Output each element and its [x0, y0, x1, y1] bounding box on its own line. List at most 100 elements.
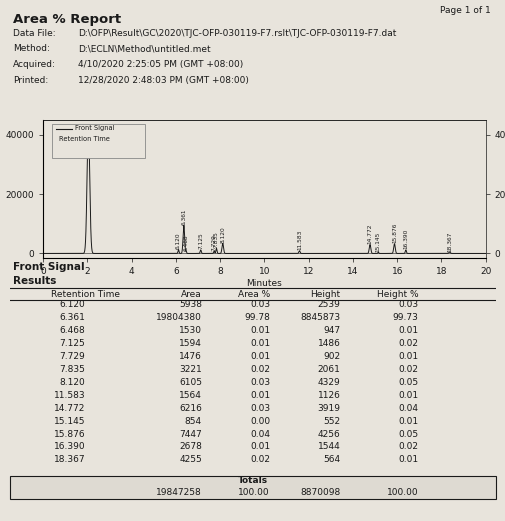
Text: 1126: 1126: [317, 391, 340, 400]
Text: Height: Height: [310, 290, 340, 299]
Text: 564: 564: [323, 455, 340, 464]
Text: 4329: 4329: [317, 378, 340, 387]
Text: 4255: 4255: [179, 455, 201, 464]
Text: 7.125: 7.125: [198, 233, 203, 250]
Text: 19804380: 19804380: [156, 313, 201, 322]
Text: D:\OFP\Result\GC\2020\TJC-OFP-030119-F7.rslt\TJC-OFP-030119-F7.dat: D:\OFP\Result\GC\2020\TJC-OFP-030119-F7.…: [78, 29, 396, 38]
Text: 0.05: 0.05: [397, 429, 417, 439]
Text: 7.835: 7.835: [214, 231, 219, 248]
Text: 3919: 3919: [317, 404, 340, 413]
Text: 6105: 6105: [179, 378, 201, 387]
Text: 15.876: 15.876: [54, 429, 85, 439]
Text: Page 1 of 1: Page 1 of 1: [439, 6, 490, 15]
Text: 0.01: 0.01: [397, 391, 417, 400]
Text: 947: 947: [323, 326, 340, 335]
Text: 0.03: 0.03: [249, 300, 270, 309]
Text: 0.01: 0.01: [397, 417, 417, 426]
Text: Front Signal: Front Signal: [13, 262, 84, 272]
Text: Area % Report: Area % Report: [13, 13, 121, 26]
Text: 15.145: 15.145: [375, 231, 380, 252]
Text: 1564: 1564: [179, 391, 201, 400]
Text: 0.01: 0.01: [397, 326, 417, 335]
Text: 16.390: 16.390: [54, 442, 85, 452]
Text: 2678: 2678: [179, 442, 201, 452]
Text: Method:: Method:: [13, 44, 49, 53]
Text: 6.468: 6.468: [60, 326, 85, 335]
Text: 15.145: 15.145: [54, 417, 85, 426]
Text: 902: 902: [323, 352, 340, 361]
Text: 99.78: 99.78: [243, 313, 270, 322]
Text: 0.03: 0.03: [249, 404, 270, 413]
Text: 2539: 2539: [317, 300, 340, 309]
Text: 0.02: 0.02: [249, 365, 270, 374]
FancyBboxPatch shape: [52, 124, 144, 158]
Text: 99.73: 99.73: [391, 313, 417, 322]
Text: D:\ECLN\Method\untitled.met: D:\ECLN\Method\untitled.met: [78, 44, 211, 53]
Text: 0.04: 0.04: [249, 429, 270, 439]
Text: 0.01: 0.01: [397, 455, 417, 464]
Text: 7.835: 7.835: [60, 365, 85, 374]
Text: Acquired:: Acquired:: [13, 60, 56, 69]
Text: 2061: 2061: [317, 365, 340, 374]
Text: 0.01: 0.01: [249, 339, 270, 348]
Text: 8.120: 8.120: [60, 378, 85, 387]
Text: 6.361: 6.361: [60, 313, 85, 322]
Text: 15.876: 15.876: [391, 223, 396, 243]
Text: Data File:: Data File:: [13, 29, 55, 38]
Text: 552: 552: [323, 417, 340, 426]
Text: 0.01: 0.01: [397, 352, 417, 361]
Text: 4256: 4256: [317, 429, 340, 439]
Text: 6.468: 6.468: [183, 234, 188, 251]
Text: Totals: Totals: [237, 476, 268, 485]
Text: 6.361: 6.361: [181, 208, 186, 225]
Text: 0.02: 0.02: [397, 339, 417, 348]
Text: Retention Time: Retention Time: [59, 136, 109, 142]
Text: 0.01: 0.01: [249, 326, 270, 335]
Text: 1530: 1530: [179, 326, 201, 335]
Text: Results: Results: [13, 276, 56, 286]
Text: 0.03: 0.03: [249, 378, 270, 387]
X-axis label: Minutes: Minutes: [246, 279, 282, 288]
Text: Printed:: Printed:: [13, 76, 48, 84]
Text: 0.02: 0.02: [249, 455, 270, 464]
Text: 7.125: 7.125: [60, 339, 85, 348]
Text: 0.01: 0.01: [249, 442, 270, 452]
Text: 8870098: 8870098: [299, 488, 340, 498]
Text: 0.02: 0.02: [397, 365, 417, 374]
Y-axis label: Volts: Volts: [0, 178, 3, 200]
Text: 0.05: 0.05: [397, 378, 417, 387]
Text: 7.729: 7.729: [60, 352, 85, 361]
Text: Height %: Height %: [376, 290, 417, 299]
Text: 1476: 1476: [179, 352, 201, 361]
Text: 6216: 6216: [179, 404, 201, 413]
Text: 0.01: 0.01: [249, 391, 270, 400]
Text: 14.772: 14.772: [367, 224, 372, 244]
Text: 100.00: 100.00: [386, 488, 417, 498]
Text: 0.01: 0.01: [249, 352, 270, 361]
Text: 3221: 3221: [179, 365, 201, 374]
Text: 18.367: 18.367: [446, 231, 451, 252]
Text: 0.04: 0.04: [397, 404, 417, 413]
Text: 1486: 1486: [317, 339, 340, 348]
Text: 8845873: 8845873: [300, 313, 340, 322]
Text: 854: 854: [184, 417, 201, 426]
Text: Area %: Area %: [237, 290, 270, 299]
Text: 100.00: 100.00: [238, 488, 270, 498]
Text: 7.729: 7.729: [211, 234, 216, 251]
Text: Area: Area: [181, 290, 201, 299]
Text: Retention Time: Retention Time: [51, 290, 120, 299]
Text: 1544: 1544: [317, 442, 340, 452]
Text: 0.03: 0.03: [397, 300, 417, 309]
Text: 11.583: 11.583: [54, 391, 85, 400]
Text: 18.367: 18.367: [54, 455, 85, 464]
Text: 0.02: 0.02: [397, 442, 417, 452]
Text: 16.390: 16.390: [402, 229, 408, 249]
Text: 19847258: 19847258: [156, 488, 201, 498]
Text: 12/28/2020 2:48:03 PM (GMT +08:00): 12/28/2020 2:48:03 PM (GMT +08:00): [78, 76, 249, 84]
Text: 4/10/2020 2:25:05 PM (GMT +08:00): 4/10/2020 2:25:05 PM (GMT +08:00): [78, 60, 243, 69]
Text: 14.772: 14.772: [54, 404, 85, 413]
Text: 7447: 7447: [179, 429, 201, 439]
Text: 11.583: 11.583: [296, 230, 301, 250]
Text: 1594: 1594: [179, 339, 201, 348]
Text: 6.120: 6.120: [176, 232, 181, 249]
